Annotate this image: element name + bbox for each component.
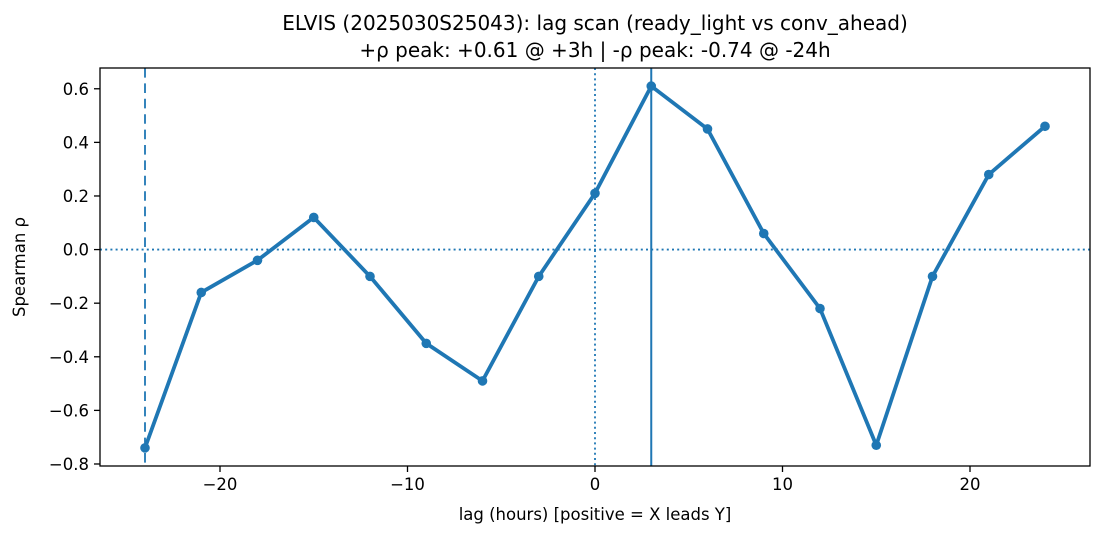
data-point bbox=[983, 169, 994, 180]
data-point bbox=[477, 376, 488, 386]
plot-area: −20 −10 0 10 20 0.6 0.4 0.2 0.0 −0.2 −0.4 −0.6 −0.8 bbox=[49, 67, 1091, 494]
x-axis-label: lag (hours) [positive = X leads Y] bbox=[459, 505, 732, 524]
data-point bbox=[927, 271, 938, 282]
data-point bbox=[533, 271, 544, 282]
chart-title: ELVIS (2025030S25043): lag scan (ready_l… bbox=[282, 11, 908, 35]
chart-subtitle: +ρ peak: +0.61 @ +3h | -ρ peak: -0.74 @ … bbox=[359, 38, 830, 62]
y-axis-label: Spearman ρ bbox=[10, 217, 29, 317]
y-tick-label: −0.8 bbox=[49, 455, 89, 474]
y-tick-label: −0.6 bbox=[49, 401, 89, 420]
y-tick-label: −0.4 bbox=[49, 348, 89, 367]
y-tick-label: 0.0 bbox=[63, 241, 89, 260]
x-tick-label: −20 bbox=[203, 475, 238, 494]
x-tick-label: 20 bbox=[960, 475, 981, 494]
y-tick-label: 0.6 bbox=[63, 80, 89, 99]
data-point bbox=[365, 271, 375, 282]
data-point bbox=[421, 338, 432, 349]
data-point bbox=[758, 228, 769, 239]
data-point bbox=[590, 188, 600, 199]
y-tick-label: −0.2 bbox=[49, 294, 89, 313]
data-point bbox=[815, 303, 825, 314]
data-point bbox=[252, 255, 263, 266]
data-point bbox=[308, 212, 319, 223]
x-tick-label: 10 bbox=[772, 475, 793, 494]
data-point bbox=[1040, 121, 1050, 132]
x-tick-label: −10 bbox=[390, 475, 425, 494]
data-point bbox=[140, 443, 150, 453]
data-point bbox=[196, 287, 207, 298]
y-tick-label: 0.4 bbox=[63, 133, 89, 152]
data-point bbox=[702, 124, 713, 134]
data-point bbox=[646, 81, 657, 91]
x-tick-label: 0 bbox=[590, 475, 601, 494]
y-tick-label: 0.2 bbox=[63, 187, 89, 206]
data-point bbox=[871, 440, 882, 451]
